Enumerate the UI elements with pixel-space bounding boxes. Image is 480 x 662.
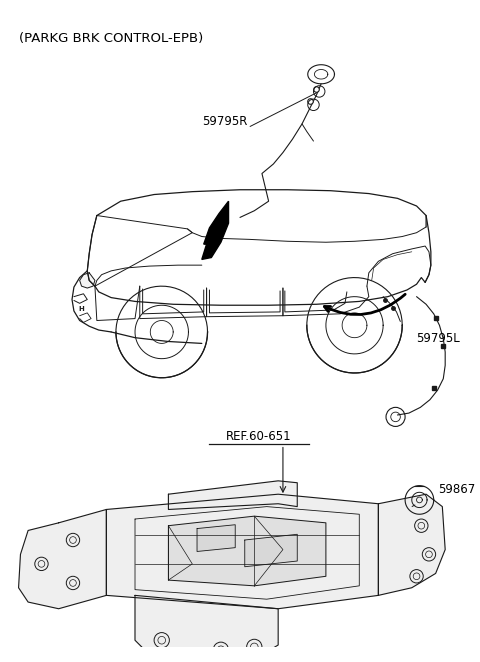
Polygon shape: [168, 481, 297, 510]
Polygon shape: [202, 201, 228, 260]
Text: 59867: 59867: [439, 483, 476, 496]
Polygon shape: [80, 273, 95, 288]
Polygon shape: [168, 516, 326, 586]
Polygon shape: [245, 534, 297, 567]
Polygon shape: [107, 495, 378, 609]
Polygon shape: [378, 495, 445, 595]
Text: REF.60-651: REF.60-651: [226, 430, 292, 443]
Polygon shape: [135, 595, 278, 662]
Text: (PARKG BRK CONTROL-EPB): (PARKG BRK CONTROL-EPB): [19, 32, 203, 45]
Polygon shape: [197, 525, 235, 551]
Text: H: H: [79, 306, 84, 312]
Text: 59795L: 59795L: [417, 332, 460, 345]
Text: 59795R: 59795R: [202, 115, 247, 128]
Polygon shape: [19, 510, 107, 609]
